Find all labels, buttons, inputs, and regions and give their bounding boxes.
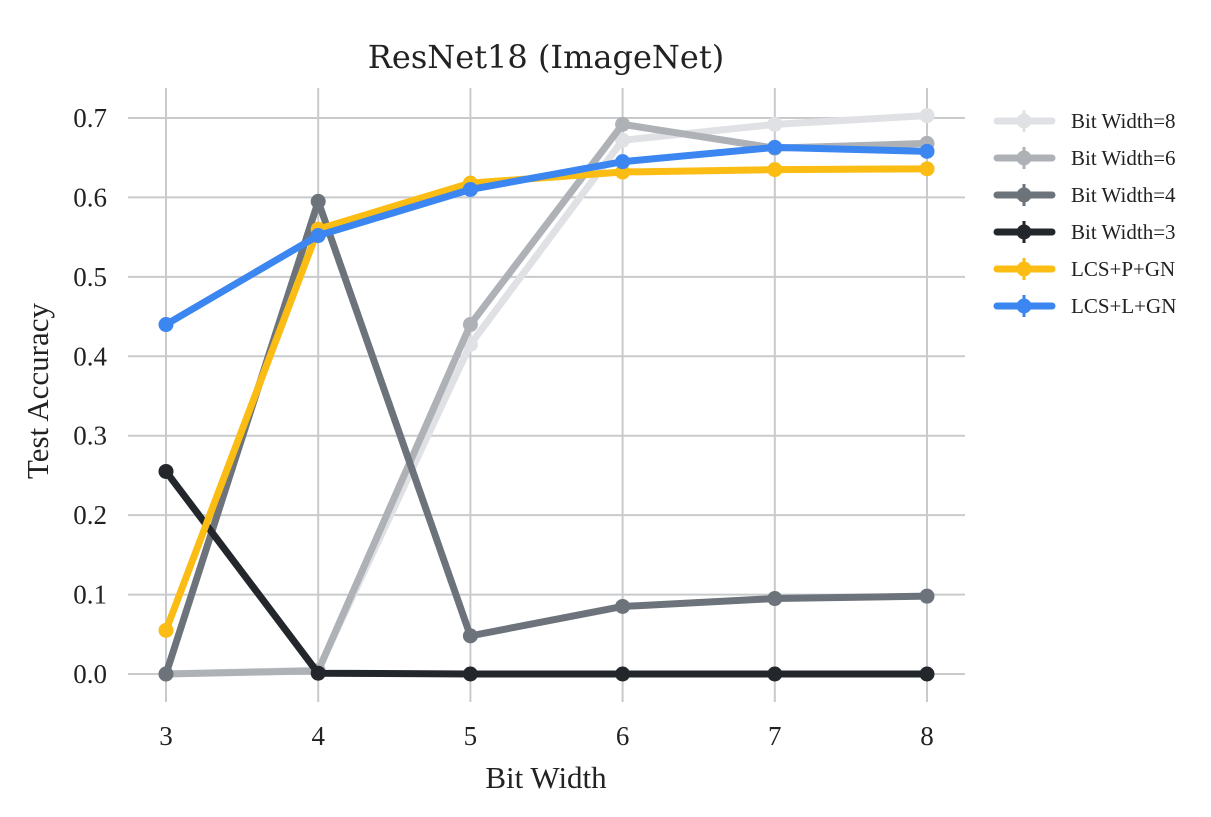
legend-marker — [1016, 261, 1032, 277]
data-point — [158, 463, 174, 479]
data-point — [158, 666, 174, 682]
legend: Bit Width=8 Bit Width=6 Bit Width=4 Bit Wid… — [993, 109, 1176, 318]
x-tick-label: 5 — [464, 721, 478, 751]
data-point — [919, 143, 935, 159]
series-5 — [158, 161, 935, 638]
legend-item: Bit Width=4 — [993, 183, 1176, 207]
series-6 — [158, 139, 935, 333]
y-tick-label: 0.4 — [73, 341, 107, 371]
data-point — [615, 598, 631, 614]
data-point — [767, 591, 783, 607]
legend-item: Bit Width=3 — [993, 220, 1176, 244]
x-tick-label: 6 — [616, 721, 630, 751]
data-point — [767, 139, 783, 155]
data-point — [919, 108, 935, 124]
legend-marker — [1016, 224, 1032, 240]
y-tick-label: 0.1 — [73, 580, 107, 610]
legend-marker — [1016, 187, 1032, 203]
legend-label: Bit Width=6 — [1071, 146, 1176, 170]
data-point — [462, 628, 478, 644]
legend-marker — [1016, 150, 1032, 166]
legend-item: Bit Width=6 — [993, 146, 1176, 170]
legend-label: LCS+L+GN — [1071, 294, 1176, 318]
series-line — [162, 467, 931, 678]
y-tick-label: 0.5 — [73, 262, 107, 292]
series-line — [162, 197, 931, 678]
y-tick-label: 0.7 — [73, 103, 107, 133]
data-point — [615, 132, 631, 148]
data-point — [615, 666, 631, 682]
series-3 — [158, 193, 935, 682]
y-tick-label: 0.2 — [73, 500, 107, 530]
x-tick-label: 8 — [920, 721, 934, 751]
x-tick-label: 7 — [768, 721, 782, 751]
data-point — [310, 193, 326, 209]
legend-label: Bit Width=3 — [1071, 220, 1176, 244]
series-lines — [158, 108, 935, 682]
legend-item: LCS+P+GN — [993, 257, 1175, 281]
series-line — [162, 112, 931, 678]
x-tick-label: 3 — [159, 721, 173, 751]
data-point — [767, 666, 783, 682]
series-4 — [158, 463, 935, 682]
data-point — [158, 317, 174, 333]
data-point — [462, 317, 478, 333]
data-point — [919, 666, 935, 682]
y-axis-label: Test Accuracy — [20, 303, 55, 479]
data-point — [462, 666, 478, 682]
y-tick-label: 0.6 — [73, 182, 107, 212]
data-point — [615, 116, 631, 132]
legend-marker — [1016, 113, 1032, 129]
data-point — [310, 665, 326, 681]
tick-labels: 3 4 5 6 7 8 0.0 0.1 0.2 0.3 0.4 0.5 0.6 0.7 — [73, 103, 934, 751]
data-point — [310, 228, 326, 244]
y-tick-label: 0.0 — [73, 659, 107, 689]
legend-item: Bit Width=8 — [993, 109, 1176, 133]
data-point — [615, 154, 631, 170]
legend-marker — [1016, 298, 1032, 314]
data-point — [462, 181, 478, 197]
legend-label: LCS+P+GN — [1071, 257, 1175, 281]
data-point — [615, 164, 631, 180]
data-point — [919, 161, 935, 177]
legend-label: Bit Width=4 — [1071, 183, 1176, 207]
y-tick-label: 0.3 — [73, 421, 107, 451]
data-point — [919, 588, 935, 604]
chart-title: ResNet18 (ImageNet) — [368, 38, 724, 76]
series-line — [162, 143, 931, 329]
series-line — [162, 120, 931, 678]
legend-label: Bit Width=8 — [1071, 109, 1176, 133]
legend-item: LCS+L+GN — [993, 294, 1176, 318]
data-point — [158, 622, 174, 638]
x-axis-label: Bit Width — [485, 760, 607, 795]
x-tick-label: 4 — [311, 721, 325, 751]
data-point — [767, 162, 783, 178]
data-point — [767, 116, 783, 132]
